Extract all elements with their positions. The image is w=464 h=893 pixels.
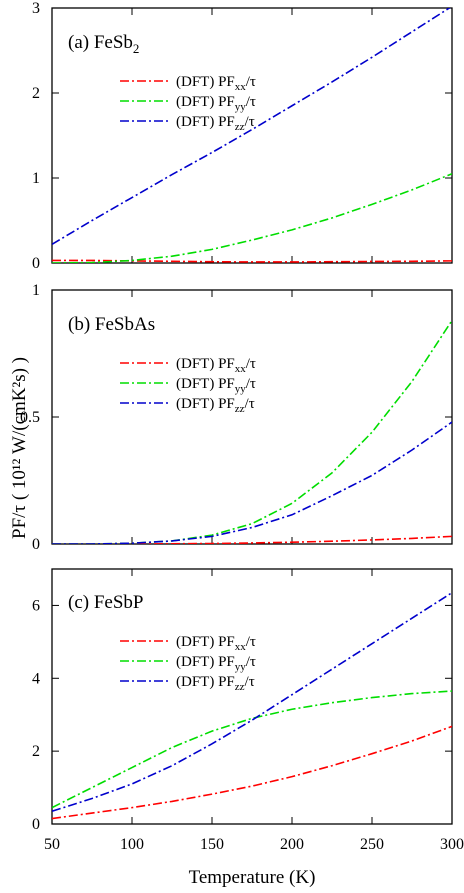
y-tick-label: 0.5 [20, 409, 40, 426]
y-axis-label: PF/τ ( 10¹² W/(cmK²s) ) [9, 357, 30, 539]
legend-label-zz: (DFT) PFzz/τ [176, 396, 255, 415]
y-tick-label: 6 [32, 597, 40, 614]
series-line-zz [52, 592, 452, 813]
plot-frame [51, 7, 453, 264]
panel-a: 0 1 2 3 (a) FeSb2 (DFT) PFxx/τ(DFT) PFyy/τ(DF… [32, 0, 453, 272]
series-line-zz [52, 8, 451, 245]
y-tick-label: 0 [32, 536, 40, 553]
x-tick-label: 150 [200, 836, 224, 853]
x-tick-label: 300 [440, 836, 464, 853]
series-line-yy [52, 173, 452, 263]
series-line-zz [52, 421, 452, 544]
y-tick-label: 0 [32, 255, 40, 272]
x-tick-label: 100 [120, 836, 144, 853]
series-line-xx [52, 259, 452, 263]
x-tick-label: 50 [44, 836, 60, 853]
panel-title: (c) FeSbP [68, 592, 143, 613]
y-tick-label: 1 [32, 170, 40, 187]
series-line-yy [52, 320, 452, 544]
x-tick-label: 200 [280, 836, 304, 853]
y-tick-label: 3 [32, 0, 40, 17]
panel-b: 0 0.5 1 (b) FeSbAs (DFT) PFxx/τ(DFT) PFyy/τ(… [20, 282, 453, 553]
legend-label-yy: (DFT) PFyy/τ [176, 94, 256, 113]
legend-label-xx: (DFT) PFxx/τ [176, 634, 256, 653]
plot-frame [51, 568, 453, 825]
y-tick-label: 2 [32, 743, 40, 760]
legend-label-xx: (DFT) PFxx/τ [176, 74, 256, 93]
y-tick-label: 4 [32, 670, 40, 687]
y-tick-label: 0 [32, 816, 40, 833]
legend-label-xx: (DFT) PFxx/τ [176, 356, 256, 375]
y-tick-label: 1 [32, 282, 40, 299]
x-tick-label: 250 [360, 836, 384, 853]
legend-label-zz: (DFT) PFzz/τ [176, 114, 255, 133]
legend-label-zz: (DFT) PFzz/τ [176, 674, 255, 693]
series-line-xx [52, 535, 452, 544]
legend-label-yy: (DFT) PFyy/τ [176, 376, 256, 395]
panel-c: 50 100 150 200 250 300 0 2 4 6 (c) FeSbP (DFT) PFxx… [32, 568, 464, 853]
panel-title: (a) FeSb2 [68, 32, 139, 56]
panel-title: (b) FeSbAs [68, 314, 155, 335]
series-line-yy [52, 690, 452, 809]
x-axis-label: Temperature (K) [189, 867, 316, 888]
y-tick-label: 2 [32, 85, 40, 102]
legend-label-yy: (DFT) PFyy/τ [176, 654, 256, 673]
series-line-xx [52, 725, 452, 820]
